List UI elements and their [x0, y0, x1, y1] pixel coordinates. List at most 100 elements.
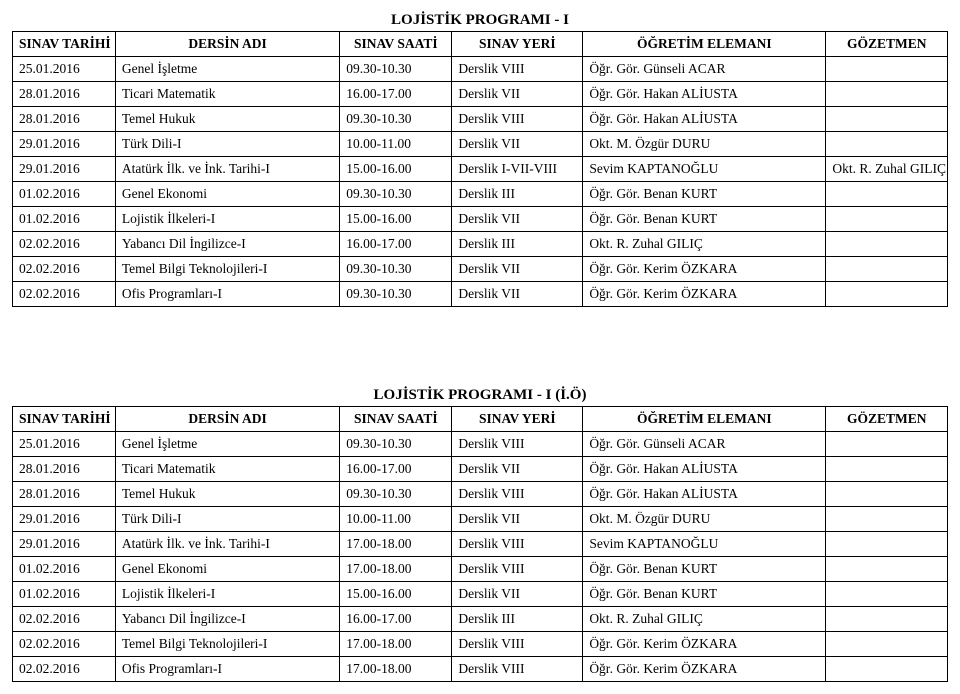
cell-date: 02.02.2016 [13, 657, 116, 682]
table-row: 02.02.2016Ofis Programları-I09.30-10.30D… [13, 282, 948, 307]
spacer [12, 307, 948, 387]
exam-table-1: SINAV TARİHİ DERSİN ADI SINAV SAATİ SINA… [12, 31, 948, 307]
cell-course: Atatürk İlk. ve İnk. Tarihi-I [115, 157, 339, 182]
cell-date: 28.01.2016 [13, 107, 116, 132]
table-2-body: 25.01.2016Genel İşletme09.30-10.30Dersli… [13, 432, 948, 682]
cell-time: 16.00-17.00 [340, 607, 452, 632]
table-row: 01.02.2016Lojistik İlkeleri-I15.00-16.00… [13, 207, 948, 232]
table-row: 01.02.2016Genel Ekonomi17.00-18.00Dersli… [13, 557, 948, 582]
cell-course: Lojistik İlkeleri-I [115, 582, 339, 607]
table-1-body: 25.01.2016Genel İşletme09.30-10.30Dersli… [13, 57, 948, 307]
table-row: 25.01.2016Genel İşletme09.30-10.30Dersli… [13, 432, 948, 457]
table-header-row: SINAV TARİHİ DERSİN ADI SINAV SAATİ SINA… [13, 407, 948, 432]
cell-time: 09.30-10.30 [340, 432, 452, 457]
cell-instructor: Öğr. Gör. Benan KURT [583, 582, 826, 607]
cell-place: Derslik VIII [452, 107, 583, 132]
header-observer: GÖZETMEN [826, 32, 948, 57]
cell-instructor: Öğr. Gör. Hakan ALİUSTA [583, 82, 826, 107]
table-row: 02.02.2016Temel Bilgi Teknolojileri-I17.… [13, 632, 948, 657]
cell-course: Türk Dili-I [115, 507, 339, 532]
cell-instructor: Okt. M. Özgür DURU [583, 132, 826, 157]
cell-place: Derslik VIII [452, 432, 583, 457]
cell-course: Temel Hukuk [115, 107, 339, 132]
cell-instructor: Öğr. Gör. Kerim ÖZKARA [583, 257, 826, 282]
cell-date: 28.01.2016 [13, 482, 116, 507]
cell-date: 02.02.2016 [13, 257, 116, 282]
cell-course: Temel Bilgi Teknolojileri-I [115, 632, 339, 657]
cell-instructor: Öğr. Gör. Kerim ÖZKARA [583, 282, 826, 307]
cell-time: 16.00-17.00 [340, 232, 452, 257]
header-place: SINAV YERİ [452, 407, 583, 432]
cell-time: 09.30-10.30 [340, 182, 452, 207]
cell-date: 28.01.2016 [13, 457, 116, 482]
cell-instructor: Öğr. Gör. Hakan ALİUSTA [583, 457, 826, 482]
cell-place: Derslik VII [452, 282, 583, 307]
cell-date: 28.01.2016 [13, 82, 116, 107]
cell-date: 29.01.2016 [13, 157, 116, 182]
cell-observer [826, 282, 948, 307]
cell-date: 29.01.2016 [13, 132, 116, 157]
cell-date: 02.02.2016 [13, 632, 116, 657]
table-row: 28.01.2016Ticari Matematik16.00-17.00Der… [13, 457, 948, 482]
cell-date: 29.01.2016 [13, 532, 116, 557]
cell-observer [826, 57, 948, 82]
cell-observer [826, 482, 948, 507]
cell-course: Ofis Programları-I [115, 282, 339, 307]
cell-observer [826, 207, 948, 232]
cell-time: 15.00-16.00 [340, 582, 452, 607]
program-title-2: LOJİSTİK PROGRAMI - I (İ.Ö) [12, 387, 948, 404]
table-row: 28.01.2016Temel Hukuk09.30-10.30Derslik … [13, 107, 948, 132]
cell-course: Temel Hukuk [115, 482, 339, 507]
header-date: SINAV TARİHİ [13, 32, 116, 57]
cell-place: Derslik III [452, 607, 583, 632]
cell-place: Derslik III [452, 182, 583, 207]
cell-course: Genel İşletme [115, 432, 339, 457]
cell-place: Derslik VII [452, 207, 583, 232]
cell-course: Yabancı Dil İngilizce-I [115, 232, 339, 257]
cell-date: 02.02.2016 [13, 607, 116, 632]
cell-observer [826, 257, 948, 282]
table-row: 02.02.2016Temel Bilgi Teknolojileri-I09.… [13, 257, 948, 282]
cell-date: 25.01.2016 [13, 432, 116, 457]
cell-course: Ticari Matematik [115, 457, 339, 482]
cell-time: 09.30-10.30 [340, 257, 452, 282]
cell-date: 01.02.2016 [13, 207, 116, 232]
cell-instructor: Sevim KAPTANOĞLU [583, 157, 826, 182]
cell-instructor: Öğr. Gör. Kerim ÖZKARA [583, 657, 826, 682]
table-row: 01.02.2016Lojistik İlkeleri-I15.00-16.00… [13, 582, 948, 607]
table-row: 25.01.2016Genel İşletme09.30-10.30Dersli… [13, 57, 948, 82]
cell-observer: Okt. R. Zuhal GILIÇ [826, 157, 948, 182]
table-row: 28.01.2016Temel Hukuk09.30-10.30Derslik … [13, 482, 948, 507]
table-row: 01.02.2016Genel Ekonomi09.30-10.30Dersli… [13, 182, 948, 207]
exam-table-2: SINAV TARİHİ DERSİN ADI SINAV SAATİ SINA… [12, 406, 948, 682]
cell-place: Derslik VIII [452, 57, 583, 82]
cell-observer [826, 607, 948, 632]
cell-place: Derslik VII [452, 82, 583, 107]
cell-instructor: Öğr. Gör. Benan KURT [583, 207, 826, 232]
header-date: SINAV TARİHİ [13, 407, 116, 432]
cell-course: Ofis Programları-I [115, 657, 339, 682]
header-instructor: ÖĞRETİM ELEMANI [583, 32, 826, 57]
cell-observer [826, 632, 948, 657]
header-instructor: ÖĞRETİM ELEMANI [583, 407, 826, 432]
table-row: 02.02.2016Yabancı Dil İngilizce-I16.00-1… [13, 232, 948, 257]
cell-date: 01.02.2016 [13, 557, 116, 582]
cell-place: Derslik VIII [452, 482, 583, 507]
cell-place: Derslik VII [452, 582, 583, 607]
cell-place: Derslik VIII [452, 532, 583, 557]
cell-date: 02.02.2016 [13, 232, 116, 257]
cell-date: 01.02.2016 [13, 182, 116, 207]
cell-course: Yabancı Dil İngilizce-I [115, 607, 339, 632]
cell-course: Genel İşletme [115, 57, 339, 82]
header-place: SINAV YERİ [452, 32, 583, 57]
cell-course: Atatürk İlk. ve İnk. Tarihi-I [115, 532, 339, 557]
header-course: DERSİN ADI [115, 32, 339, 57]
cell-time: 16.00-17.00 [340, 457, 452, 482]
cell-time: 10.00-11.00 [340, 132, 452, 157]
cell-time: 15.00-16.00 [340, 157, 452, 182]
table-row: 29.01.2016Türk Dili-I10.00-11.00Derslik … [13, 132, 948, 157]
cell-place: Derslik VII [452, 507, 583, 532]
cell-instructor: Öğr. Gör. Benan KURT [583, 557, 826, 582]
cell-place: Derslik VIII [452, 557, 583, 582]
cell-instructor: Öğr. Gör. Günseli ACAR [583, 432, 826, 457]
